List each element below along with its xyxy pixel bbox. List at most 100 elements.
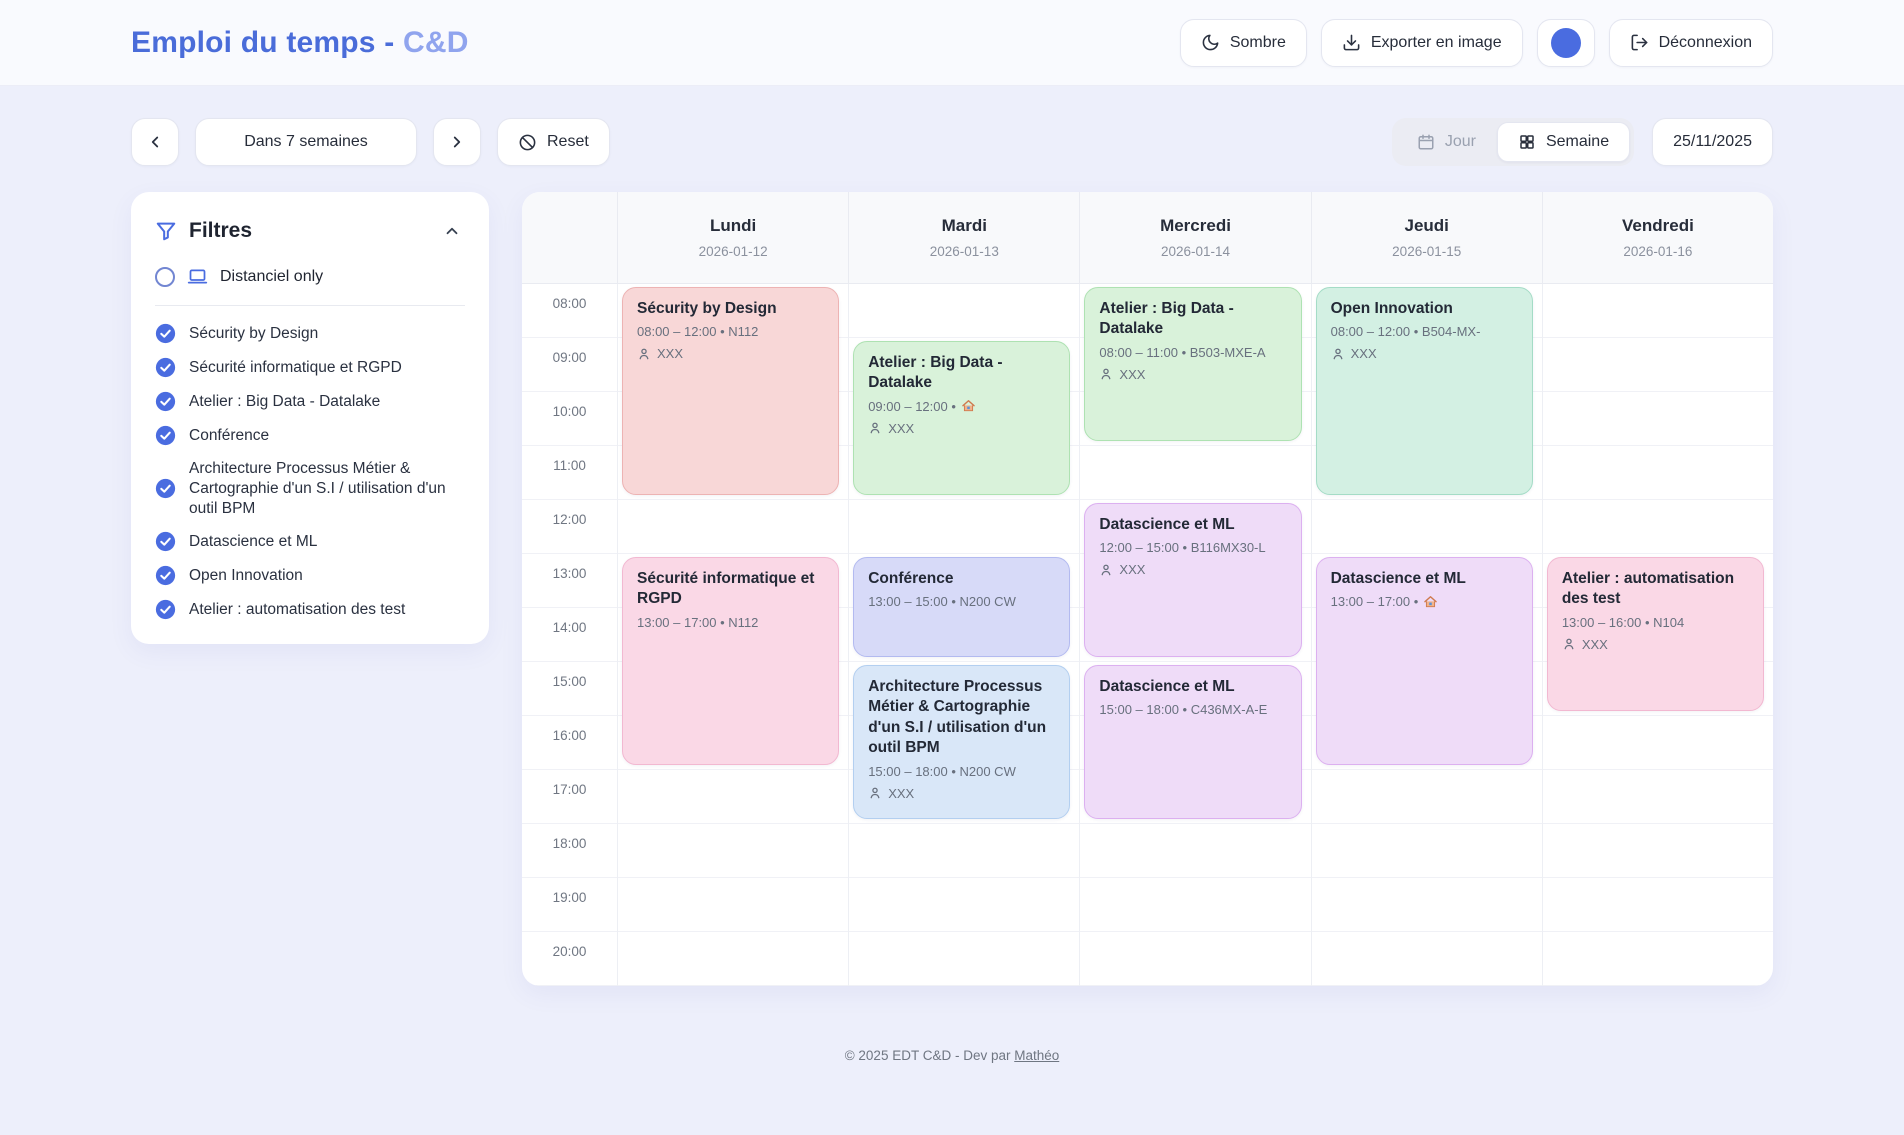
- hour-label: 10:00: [552, 404, 587, 419]
- day-date: 2026-01-12: [698, 244, 768, 259]
- filters-collapse-button[interactable]: [439, 218, 465, 244]
- day-column: Atelier : automatisation des test 13:00 …: [1541, 284, 1773, 986]
- hour-label: 17:00: [552, 782, 587, 797]
- profile-button[interactable]: [1536, 18, 1595, 67]
- distanciel-only-toggle[interactable]: Distanciel only: [155, 266, 465, 306]
- person-icon: [1331, 347, 1345, 361]
- filter-item[interactable]: Conférence: [155, 425, 465, 446]
- chevron-left-icon: [146, 133, 164, 151]
- view-day-tab[interactable]: Jour: [1396, 122, 1497, 162]
- toolbar: Dans 7 semaines Reset Jour: [0, 118, 1904, 166]
- event-card[interactable]: Sécurity by Design 08:00 – 12:00 • N112 …: [622, 287, 840, 495]
- day-date: 2026-01-14: [1160, 244, 1231, 259]
- theme-toggle-label: Sombre: [1229, 33, 1286, 51]
- logout-label: Déconnexion: [1658, 33, 1752, 51]
- filters-panel: Filtres Distanciel only Sécurity by Desi…: [131, 192, 489, 645]
- event-time: 15:00 – 18:00 • C436MX-A-E: [1099, 702, 1268, 718]
- day-header: Lundi 2026-01-12: [617, 192, 848, 283]
- day-column: Atelier : Big Data - Datalake 09:00 – 12…: [848, 284, 1079, 986]
- export-image-label: Exporter en image: [1370, 33, 1502, 51]
- filters-title: Filtres: [189, 219, 253, 242]
- person-icon: [1099, 563, 1113, 577]
- filter-item[interactable]: Datascience et ML: [155, 531, 465, 552]
- attendee-name: XXX: [888, 785, 915, 801]
- event-time: 08:00 – 12:00 • N112: [637, 324, 759, 340]
- hour-label: 11:00: [553, 458, 586, 473]
- event-time: 12:00 – 15:00 • B116MX30-L: [1099, 540, 1266, 556]
- event-attendee: XXX: [868, 421, 1055, 436]
- event-time: 09:00 – 12:00 •: [868, 399, 1055, 414]
- header-actions: Sombre Exporter en image Déconnexion: [1179, 18, 1773, 67]
- event-card[interactable]: Conférence 13:00 – 15:00 • N200 CW: [853, 557, 1071, 657]
- filter-item[interactable]: Sécurité informatique et RGPD: [155, 357, 465, 378]
- date-picker-button[interactable]: 25/11/2025: [1652, 118, 1773, 166]
- view-week-tab[interactable]: Semaine: [1496, 122, 1631, 162]
- filter-item[interactable]: Open Innovation: [155, 565, 465, 586]
- event-title: Datascience et ML: [1099, 678, 1235, 695]
- event-card[interactable]: Atelier : Big Data - Datalake 08:00 – 11…: [1084, 287, 1302, 441]
- day-header: Mardi 2026-01-13: [848, 192, 1079, 283]
- check-circle-icon: [155, 323, 176, 344]
- calendar-grid: 08:00 09:00 10:00 11:00 12:00 13:00 14:00 15:00…: [522, 284, 1773, 986]
- theme-toggle-button[interactable]: Sombre: [1179, 18, 1307, 67]
- event-title: Datascience et ML: [1330, 570, 1466, 587]
- event-card[interactable]: Datascience et ML 12:00 – 15:00 • B116MX…: [1084, 503, 1302, 657]
- event-card[interactable]: Atelier : automatisation des test 13:00 …: [1546, 557, 1765, 711]
- day-header: Mercredi 2026-01-14: [1079, 192, 1310, 283]
- event-time: 13:00 – 17:00 • N112: [637, 614, 759, 630]
- filter-item[interactable]: Sécurity by Design: [155, 323, 465, 344]
- event-title: Atelier : Big Data - Datalake: [1099, 300, 1234, 338]
- person-icon: [637, 347, 651, 361]
- view-switcher: Jour Semaine: [1391, 118, 1635, 166]
- check-circle-icon: [155, 599, 176, 620]
- event-card[interactable]: Open Innovation 08:00 – 12:00 • B504-MX-…: [1315, 287, 1533, 495]
- person-icon: [868, 786, 882, 800]
- page-title-main: Emploi du temps -: [131, 25, 395, 59]
- event-card[interactable]: Datascience et ML 13:00 – 17:00 •: [1315, 557, 1533, 765]
- calendar: Lundi 2026-01-12 Mardi 2026-01-13 Mercre…: [522, 192, 1773, 986]
- hour-label: 12:00: [552, 512, 587, 527]
- avatar: [1550, 27, 1581, 58]
- filter-item[interactable]: Atelier : Big Data - Datalake: [155, 391, 465, 412]
- moon-icon: [1201, 33, 1220, 52]
- day-column: Open Innovation 08:00 – 12:00 • B504-MX-…: [1310, 284, 1542, 986]
- event-title: Atelier : automatisation des test: [1561, 570, 1735, 608]
- event-card[interactable]: Sécurité informatique et RGPD 13:00 – 17…: [622, 557, 840, 765]
- event-card[interactable]: Architecture Processus Métier & Cartogra…: [853, 665, 1071, 819]
- check-circle-icon: [155, 478, 176, 499]
- footer-text: © 2025 EDT C&D - Dev par: [844, 1048, 1015, 1063]
- calendar-corner-cell: [522, 192, 617, 283]
- author-link[interactable]: Mathéo: [1014, 1048, 1060, 1063]
- home-icon: [961, 399, 976, 413]
- hour-label: 15:00: [552, 674, 587, 689]
- export-image-button[interactable]: Exporter en image: [1320, 18, 1523, 67]
- event-title: Datascience et ML: [1099, 516, 1235, 533]
- filter-item[interactable]: Architecture Processus Métier & Cartogra…: [155, 459, 465, 518]
- logout-button[interactable]: Déconnexion: [1608, 18, 1773, 67]
- event-card[interactable]: Atelier : Big Data - Datalake 09:00 – 12…: [853, 341, 1071, 495]
- hour-label: 16:00: [552, 728, 587, 743]
- filter-item-label: Open Innovation: [189, 567, 303, 585]
- day-name: Lundi: [709, 216, 757, 235]
- event-title: Open Innovation: [1330, 300, 1453, 317]
- filter-item[interactable]: Atelier : automatisation des test: [155, 599, 465, 620]
- event-title: Conférence: [868, 570, 954, 587]
- check-circle-icon: [155, 357, 176, 378]
- event-attendee: XXX: [1099, 562, 1286, 577]
- calendar-day-headers: Lundi 2026-01-12 Mardi 2026-01-13 Mercre…: [522, 192, 1773, 284]
- reset-button[interactable]: Reset: [497, 118, 610, 166]
- person-icon: [1099, 367, 1113, 381]
- event-time: 15:00 – 18:00 • N200 CW: [868, 763, 1016, 779]
- download-icon: [1342, 33, 1361, 52]
- hour-label: 20:00: [552, 944, 587, 959]
- day-header: Jeudi 2026-01-15: [1310, 192, 1542, 283]
- event-attendee: XXX: [1562, 637, 1749, 652]
- next-week-button[interactable]: [433, 118, 481, 166]
- event-card[interactable]: Datascience et ML 15:00 – 18:00 • C436MX…: [1084, 665, 1302, 819]
- prev-week-button[interactable]: [131, 118, 179, 166]
- home-icon: [1423, 595, 1438, 609]
- view-controls: Jour Semaine 25/11/2025: [1391, 118, 1773, 166]
- event-attendee: XXX: [637, 346, 824, 361]
- filter-item-label: Sécurity by Design: [189, 324, 319, 342]
- week-range-label[interactable]: Dans 7 semaines: [195, 118, 417, 166]
